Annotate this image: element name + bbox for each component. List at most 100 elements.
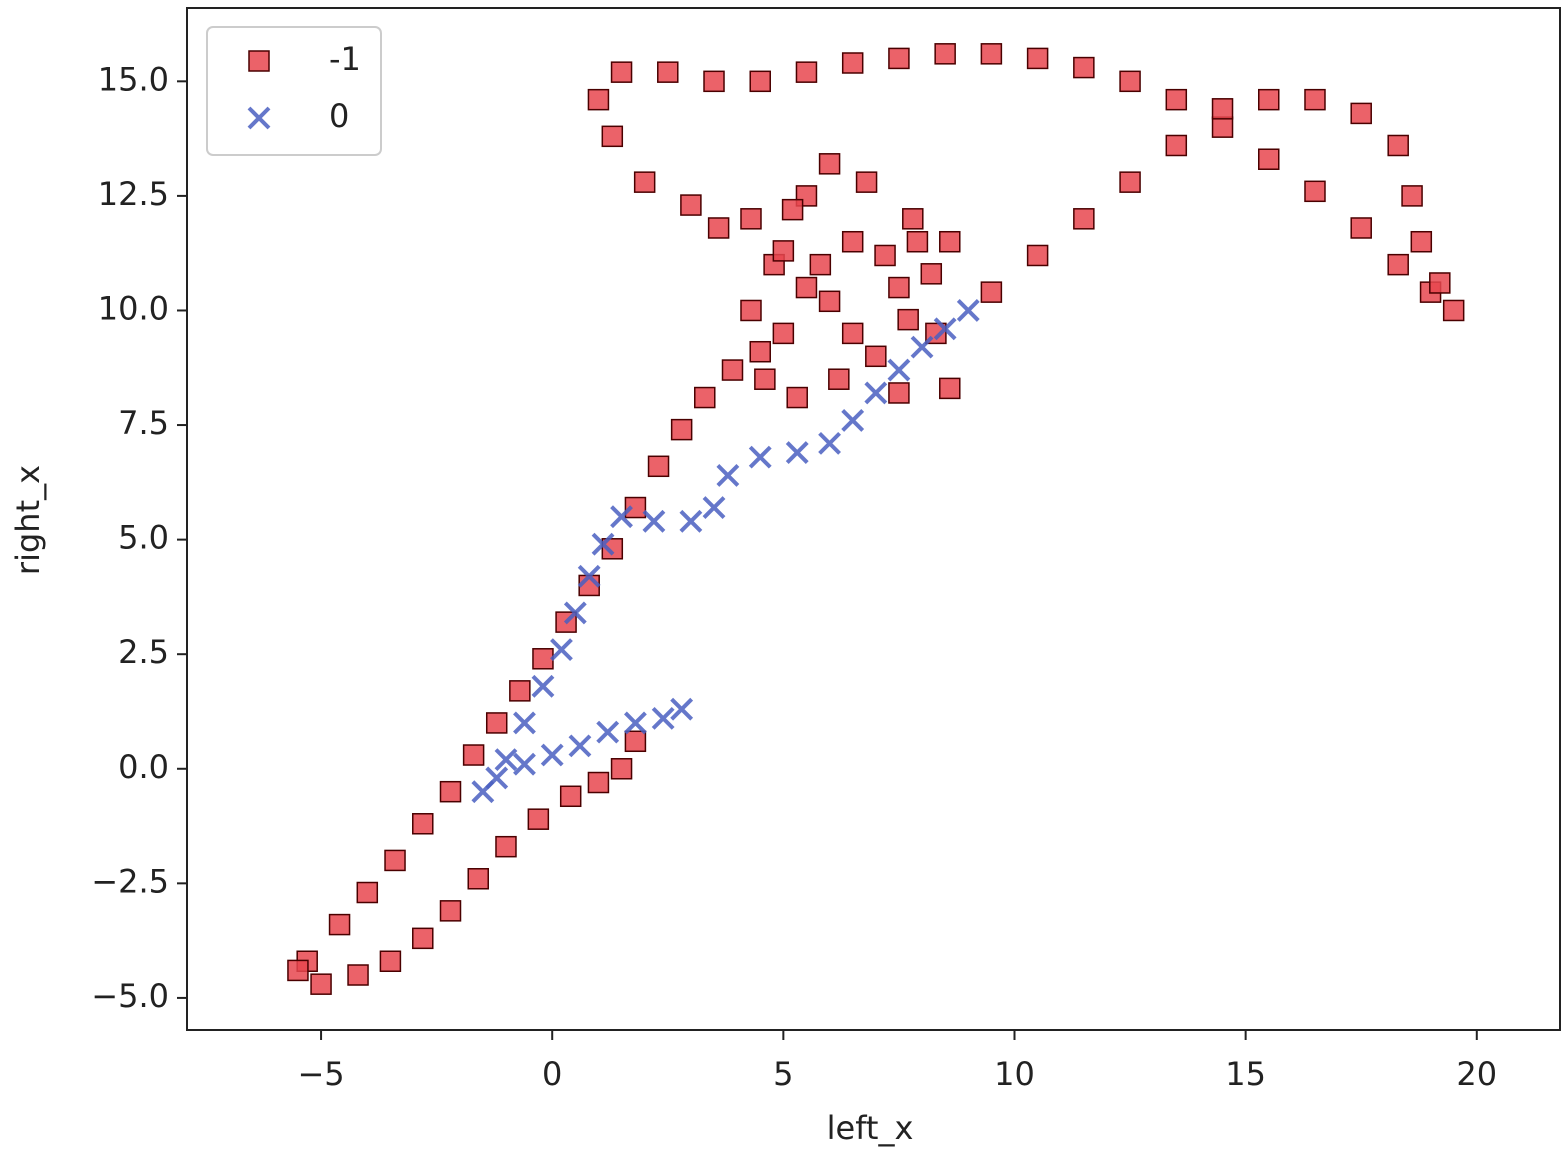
series [287, 43, 1465, 995]
marker-square [1304, 88, 1326, 111]
marker-x [670, 697, 694, 721]
marker-square [818, 290, 841, 313]
marker-square [786, 386, 808, 409]
marker-square [897, 308, 919, 331]
marker-x [531, 674, 555, 698]
marker-x [540, 743, 564, 767]
y-tick-label: 5.0 [118, 519, 169, 557]
marker-square [707, 217, 730, 239]
x-tick-label: −5 [297, 1055, 344, 1093]
marker-square [888, 382, 910, 404]
x-tick-label: 5 [773, 1055, 793, 1093]
marker-x [716, 464, 740, 487]
marker-x [513, 711, 536, 735]
marker-x [933, 317, 957, 341]
marker-square [828, 368, 850, 390]
y-tick-label: −2.5 [91, 862, 169, 900]
marker-x [471, 780, 495, 804]
marker-square [633, 171, 656, 193]
marker-square [1350, 102, 1372, 125]
marker-x [910, 335, 934, 359]
marker-square [1211, 116, 1234, 138]
marker-square [740, 299, 762, 322]
marker-square [772, 322, 795, 345]
marker-square [749, 340, 771, 363]
marker-square [680, 194, 702, 216]
marker-x [550, 638, 573, 662]
marker-square [855, 171, 878, 193]
marker-square [1165, 134, 1188, 157]
y-tick-label: 15.0 [98, 60, 169, 98]
marker-x [494, 748, 518, 772]
marker-square [248, 50, 270, 72]
plot-frame [186, 7, 1561, 1031]
marker-x [247, 106, 271, 130]
marker-x [591, 532, 615, 556]
marker-square [601, 125, 624, 148]
marker-square [1350, 217, 1372, 239]
marker-square [1387, 253, 1409, 276]
marker-square [1119, 70, 1141, 93]
marker-square [379, 950, 402, 973]
marker-square [527, 808, 550, 830]
marker-square [934, 43, 956, 65]
marker-square [721, 359, 744, 381]
marker-square [1442, 299, 1465, 322]
marker-square [485, 712, 508, 734]
x-tick-label: 20 [1456, 1055, 1497, 1093]
marker-square [601, 538, 624, 560]
marker-square [740, 208, 762, 230]
marker-square [1387, 134, 1409, 157]
marker-x [785, 441, 809, 464]
marker-square [439, 780, 462, 803]
marker-square [467, 868, 489, 890]
marker-square [865, 345, 887, 368]
marker-x [624, 711, 647, 735]
marker-square [772, 240, 795, 262]
marker-square [841, 322, 864, 345]
marker-square [328, 913, 351, 936]
legend-label: 0 [329, 97, 349, 135]
marker-square [874, 244, 896, 267]
marker-square [1304, 180, 1326, 203]
marker-square [888, 276, 910, 299]
marker-square [841, 230, 864, 253]
y-tick-label: 10.0 [98, 289, 169, 327]
marker-square [939, 230, 961, 253]
marker-square [809, 253, 832, 276]
marker-square [795, 61, 818, 83]
marker-square [1073, 56, 1095, 79]
marker-square [1119, 171, 1141, 193]
marker-square [1165, 88, 1188, 111]
marker-x [577, 564, 601, 588]
y-tick-label: −5.0 [91, 977, 169, 1015]
marker-square [694, 386, 716, 409]
marker-x [956, 299, 980, 322]
marker-square [670, 418, 693, 441]
marker-x [864, 381, 888, 405]
marker-x [841, 409, 865, 432]
marker-square [1026, 244, 1049, 267]
marker-x [748, 445, 772, 469]
x-tick-label: 0 [542, 1055, 562, 1093]
marker-square [1258, 148, 1280, 170]
marker-square [1410, 230, 1433, 253]
marker-square [462, 744, 485, 766]
y-tick-label: 12.5 [98, 175, 169, 213]
marker-square [920, 263, 943, 285]
marker-x [642, 509, 666, 533]
marker-x [568, 734, 592, 758]
y-tick-label: 2.5 [118, 633, 169, 671]
marker-square [906, 230, 929, 253]
marker-square [657, 61, 679, 83]
marker-square [754, 368, 776, 390]
marker-square [795, 276, 818, 299]
marker-x [513, 752, 536, 776]
marker-x [596, 720, 620, 744]
marker-square [624, 730, 647, 753]
y-tick-label: 7.5 [118, 404, 169, 442]
marker-square [412, 813, 434, 835]
y-tick-label: 0.0 [118, 748, 169, 786]
marker-square [1073, 208, 1095, 230]
marker-square [1429, 272, 1451, 294]
